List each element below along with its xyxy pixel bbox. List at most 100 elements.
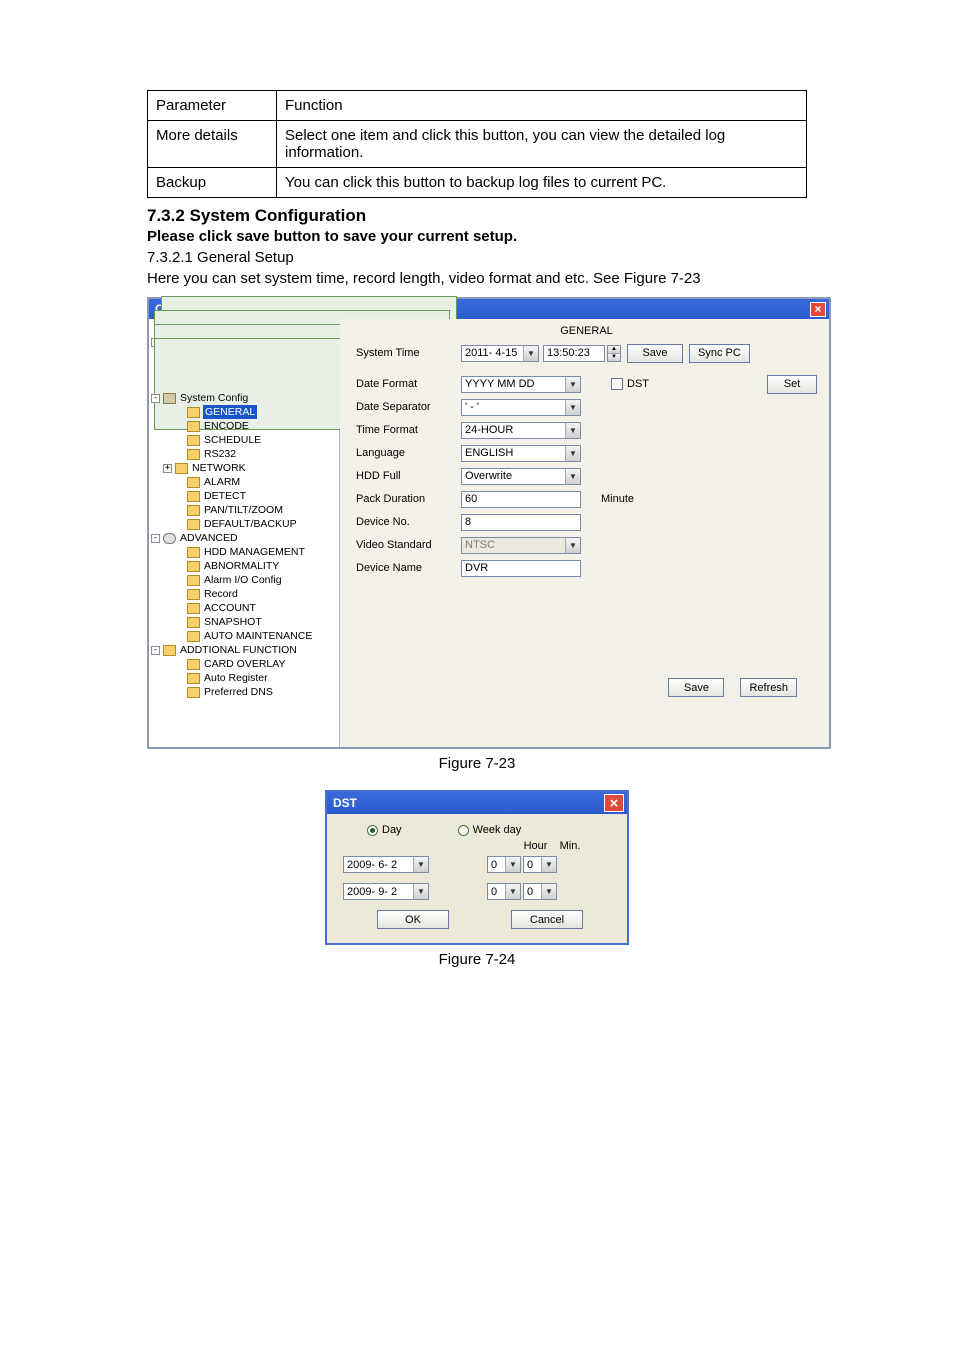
table-header-param: Parameter — [148, 91, 277, 121]
date-format-select[interactable]: YYYY MM DD▼ — [461, 376, 581, 393]
folder-icon — [187, 449, 200, 460]
tree-item-label: RS232 — [203, 447, 237, 461]
tree-item-label: DETECT — [203, 489, 247, 503]
tree-item[interactable]: SCHEDULE — [149, 433, 339, 447]
cancel-button[interactable]: Cancel — [511, 910, 583, 929]
collapse-icon[interactable]: - — [151, 646, 160, 655]
dst-checkbox[interactable] — [611, 378, 623, 390]
system-date-input[interactable]: 2011- 4-15▼ — [461, 345, 539, 362]
tree-item[interactable]: ALARM — [149, 475, 339, 489]
dst-start-date[interactable]: 2009- 6- 2▼ — [343, 856, 429, 873]
folder-icon — [163, 645, 176, 656]
nav-tree[interactable]: Control Panel-Query System InfoVERSIONHD… — [149, 319, 340, 747]
save-time-button[interactable]: Save — [627, 344, 683, 363]
tree-item[interactable]: HDD MANAGEMENT — [149, 545, 339, 559]
tree-item-label: Alarm I/O Config — [203, 573, 283, 587]
label-device-no: Device No. — [356, 516, 461, 528]
chevron-down-icon[interactable]: ▼ — [565, 423, 580, 438]
radio-day[interactable] — [367, 825, 378, 836]
tree-item[interactable]: DEFAULT/BACKUP — [149, 517, 339, 531]
dst-end-min[interactable]: 0▼ — [523, 883, 557, 900]
sync-pc-button[interactable]: Sync PC — [689, 344, 750, 363]
radio-weekday[interactable] — [458, 825, 469, 836]
tree-item[interactable]: PAN/TILT/ZOOM — [149, 503, 339, 517]
tree-item[interactable]: RS232 — [149, 447, 339, 461]
refresh-button[interactable]: Refresh — [740, 678, 797, 697]
tree-item[interactable]: CARD OVERLAY — [149, 657, 339, 671]
chevron-down-icon[interactable]: ▼ — [505, 857, 520, 872]
tree-spacer — [175, 576, 184, 585]
close-icon[interactable]: × — [810, 302, 826, 317]
collapse-icon[interactable]: - — [151, 534, 160, 543]
folder-icon — [187, 673, 200, 684]
dst-title: DST — [333, 796, 357, 810]
dst-start-min[interactable]: 0▼ — [523, 856, 557, 873]
close-icon[interactable]: × — [604, 794, 624, 812]
pack-duration-input[interactable]: 60 — [461, 491, 581, 508]
hdd-full-select[interactable]: Overwrite▼ — [461, 468, 581, 485]
tree-item[interactable]: + NETWORK — [149, 461, 339, 475]
chevron-down-icon[interactable]: ▼ — [413, 857, 428, 872]
tree-item[interactable]: -ADVANCED — [149, 531, 339, 545]
tree-spacer — [175, 604, 184, 613]
device-name-input[interactable]: DVR — [461, 560, 581, 577]
collapse-icon[interactable]: - — [151, 394, 160, 403]
tree-item-label: NETWORK — [191, 461, 247, 475]
chevron-down-icon[interactable]: ▼ — [565, 446, 580, 461]
folder-icon — [187, 491, 200, 502]
tree-item-label: ENCODE — [203, 419, 250, 433]
tree-spacer — [175, 520, 184, 529]
ok-button[interactable]: OK — [377, 910, 449, 929]
dst-end-hour[interactable]: 0▼ — [487, 883, 521, 900]
label-video-standard: Video Standard — [356, 539, 461, 551]
tree-item-label: ACCOUNT — [203, 601, 257, 615]
tree-item[interactable]: Record — [149, 587, 339, 601]
tree-spacer — [175, 688, 184, 697]
chevron-down-icon[interactable]: ▼ — [565, 377, 580, 392]
tree-item[interactable]: LOG — [149, 377, 339, 391]
tree-item[interactable]: -ADDTIONAL FUNCTION — [149, 643, 339, 657]
chevron-down-icon[interactable]: ▼ — [565, 469, 580, 484]
folder-icon — [187, 575, 200, 586]
time-spinner[interactable]: ▲▼ — [607, 345, 621, 362]
tree-item[interactable]: Alarm I/O Config — [149, 573, 339, 587]
dst-titlebar[interactable]: DST × — [327, 792, 627, 814]
chevron-down-icon[interactable]: ▼ — [523, 346, 538, 361]
tree-item[interactable]: Auto Register — [149, 671, 339, 685]
tree-item[interactable]: ABNORMALITY — [149, 559, 339, 573]
dst-start-hour[interactable]: 0▼ — [487, 856, 521, 873]
dst-end-date[interactable]: 2009- 9- 2▼ — [343, 883, 429, 900]
expand-icon[interactable]: + — [163, 464, 172, 473]
tree-item[interactable]: DETECT — [149, 489, 339, 503]
chevron-down-icon[interactable]: ▼ — [565, 400, 580, 415]
label-pack-duration: Pack Duration — [356, 493, 461, 505]
dst-set-button[interactable]: Set — [767, 375, 817, 394]
general-form: GENERAL System Time 2011- 4-15▼ 13:50:23… — [340, 319, 829, 747]
tree-item[interactable]: SNAPSHOT — [149, 615, 339, 629]
chevron-down-icon[interactable]: ▼ — [541, 884, 556, 899]
tree-item[interactable]: AUTO MAINTENANCE — [149, 629, 339, 643]
chevron-down-icon[interactable]: ▼ — [505, 884, 520, 899]
device-no-input[interactable]: 8 — [461, 514, 581, 531]
chevron-down-icon[interactable]: ▼ — [413, 884, 428, 899]
tree-spacer — [175, 590, 184, 599]
chevron-down-icon[interactable]: ▼ — [541, 857, 556, 872]
tree-item[interactable]: ACCOUNT — [149, 601, 339, 615]
tool-icon — [163, 393, 176, 404]
label-hdd-full: HDD Full — [356, 470, 461, 482]
date-separator-select[interactable]: ' - '▼ — [461, 399, 581, 416]
heading-general-setup: 7.3.2.1 General Setup — [147, 249, 807, 266]
label-min: Min. — [560, 840, 581, 852]
table-row: You can click this button to backup log … — [277, 168, 807, 198]
system-time-input[interactable]: 13:50:23 — [543, 345, 605, 362]
time-format-select[interactable]: 24-HOUR▼ — [461, 422, 581, 439]
tree-item[interactable]: Preferred DNS — [149, 685, 339, 699]
language-select[interactable]: ENGLISH▼ — [461, 445, 581, 462]
video-standard-select: NTSC▼ — [461, 537, 581, 554]
label-device-name: Device Name — [356, 562, 461, 574]
tree-item-label: SCHEDULE — [203, 433, 262, 447]
folder-icon — [187, 659, 200, 670]
dst-window: DST × Day Week day Hour Min. 2009- 6- 2▼ — [325, 790, 629, 945]
save-button[interactable]: Save — [668, 678, 724, 697]
param-function-table: Parameter Function More details Select o… — [147, 90, 807, 198]
